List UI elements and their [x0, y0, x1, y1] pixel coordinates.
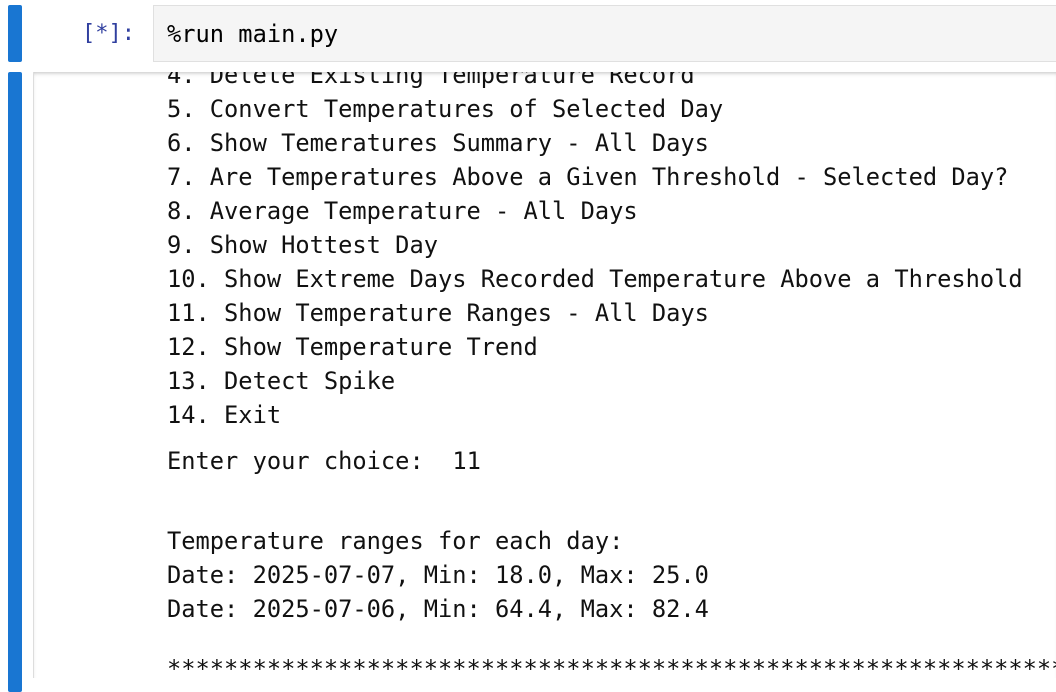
input-prompt: [*]: [82, 21, 135, 46]
menu-line: 13. Detect Spike [167, 367, 396, 395]
menu-line: 9. Show Hottest Day [167, 231, 438, 259]
output-area: 4. Delete Existing Temperature Record 5. … [33, 72, 1056, 678]
code-input[interactable]: %run main.py [153, 5, 1056, 62]
output-indicator [8, 72, 22, 692]
result-line: Date: 2025-07-07, Min: 18.0, Max: 25.0 [167, 561, 709, 589]
menu-line: 4. Delete Existing Temperature Record [167, 72, 695, 89]
menu-line: 14. Exit [167, 401, 282, 429]
result-line: Temperature ranges for each day: [167, 527, 624, 555]
input-prompt-text: Enter your choice: [167, 447, 424, 475]
menu-line: 5. Convert Temperatures of Selected Day [167, 95, 724, 123]
menu-line: 10. Show Extreme Days Recorded Temperatu… [167, 265, 1023, 293]
result-line: Date: 2025-07-06, Min: 64.4, Max: 82.4 [167, 595, 709, 623]
menu-line: 6. Show Temeratures Summary - All Days [167, 129, 709, 157]
cell-indicator [8, 5, 22, 62]
user-choice: 11 [452, 447, 481, 475]
separator-line: ****************************************… [167, 655, 1056, 678]
notebook: [*]: %run main.py 4. Delete Existing Tem… [8, 5, 1056, 692]
menu-line: 12. Show Temperature Trend [167, 333, 538, 361]
menu-line: 8. Average Temperature - All Days [167, 197, 638, 225]
code-text: %run main.py [167, 20, 339, 48]
menu-line: 11. Show Temperature Ranges - All Days [167, 299, 709, 327]
menu-line: 7. Are Temperatures Above a Given Thresh… [167, 163, 1009, 191]
